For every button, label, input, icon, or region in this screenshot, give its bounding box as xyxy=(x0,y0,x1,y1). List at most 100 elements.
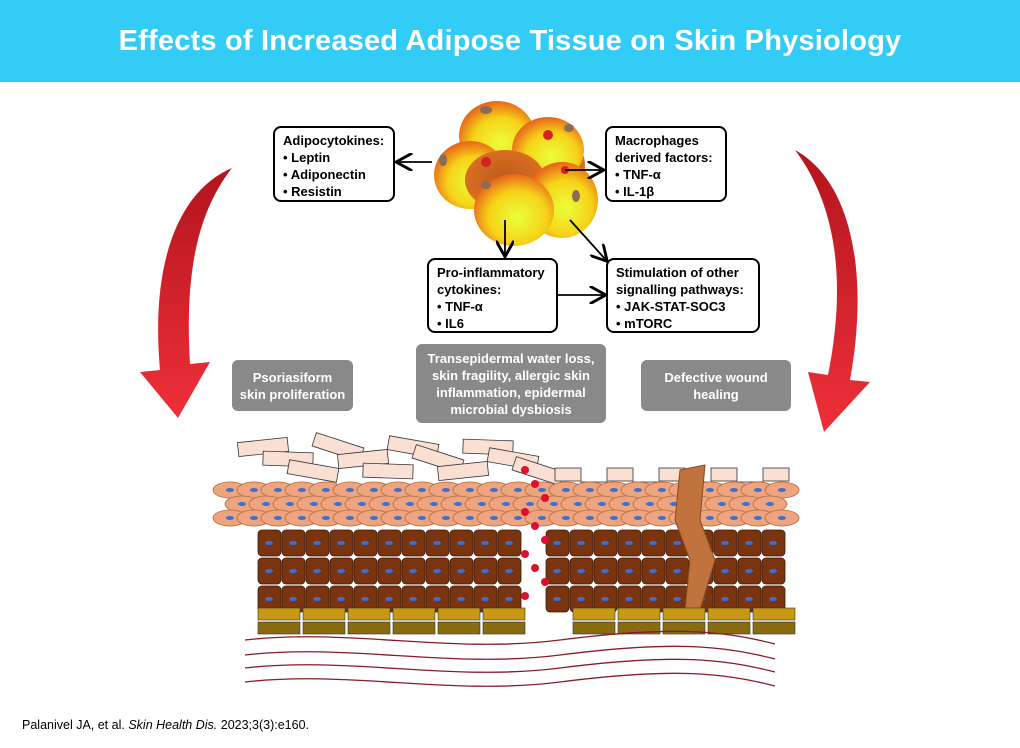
cell-nucleus xyxy=(430,502,438,506)
cell-nucleus xyxy=(649,597,657,601)
cell-nucleus xyxy=(778,488,786,492)
cell-nucleus xyxy=(625,569,633,573)
cell-nucleus xyxy=(466,516,474,520)
cell-nucleus xyxy=(226,516,234,520)
cell-nucleus xyxy=(634,488,642,492)
corneum-flake xyxy=(762,467,790,482)
connector-arrows xyxy=(398,162,606,295)
cell-nucleus xyxy=(409,597,417,601)
corneum-flake xyxy=(554,467,582,482)
cell-nucleus xyxy=(505,541,513,545)
list-item: TNF-α xyxy=(437,298,548,315)
list-item: Adiponectin xyxy=(283,166,385,183)
cytokine-particle xyxy=(521,550,529,558)
cell-nucleus xyxy=(649,569,657,573)
cell-nucleus xyxy=(769,541,777,545)
cell-nucleus xyxy=(358,502,366,506)
cell-nucleus xyxy=(658,488,666,492)
cytokine-particle xyxy=(521,508,529,516)
cell-nucleus xyxy=(754,516,762,520)
cell-nucleus xyxy=(457,569,465,573)
cell-nucleus xyxy=(673,569,681,573)
membrane-block xyxy=(617,607,661,621)
cell-nucleus xyxy=(238,502,246,506)
membrane-block xyxy=(752,607,796,621)
cytokine-particle xyxy=(521,592,529,600)
cell-nucleus xyxy=(649,541,657,545)
cytokine-particle xyxy=(531,480,539,488)
list-item: Leptin xyxy=(283,149,385,166)
cell-nucleus xyxy=(481,569,489,573)
cell-nucleus xyxy=(265,541,273,545)
cytokine-particle xyxy=(541,536,549,544)
dermal-fibre xyxy=(244,658,776,673)
cell-nucleus xyxy=(538,516,546,520)
box-heading: Macrophages derived factors: xyxy=(615,133,713,165)
cell-nucleus xyxy=(409,541,417,545)
box-heading: Adipocytokines: xyxy=(283,133,385,148)
corneum-flake xyxy=(286,459,340,483)
cell-nucleus xyxy=(313,569,321,573)
box-heading: Stimulation of other signalling pathways… xyxy=(616,265,744,297)
cell-nucleus xyxy=(505,597,513,601)
corneum-flake xyxy=(710,467,738,482)
cell-nucleus xyxy=(514,516,522,520)
cell-nucleus xyxy=(298,488,306,492)
cytokine-particle xyxy=(531,522,539,530)
adipocyte-cluster-icon xyxy=(434,101,598,246)
cell-nucleus xyxy=(574,502,582,506)
cell-nucleus xyxy=(634,516,642,520)
cell-nucleus xyxy=(250,488,258,492)
cell-nucleus xyxy=(337,569,345,573)
cell-nucleus xyxy=(466,488,474,492)
cell-nucleus xyxy=(286,502,294,506)
cell-nucleus xyxy=(385,597,393,601)
cell-nucleus xyxy=(730,488,738,492)
cell-nucleus xyxy=(481,541,489,545)
right-curved-arrow xyxy=(795,150,870,432)
signalling-box: Stimulation of other signalling pathways… xyxy=(606,258,760,333)
cell-nucleus xyxy=(337,541,345,545)
membrane-block xyxy=(347,621,391,635)
cell-nucleus xyxy=(553,541,561,545)
cell-nucleus xyxy=(442,516,450,520)
cell-nucleus xyxy=(274,516,282,520)
cell-nucleus xyxy=(346,516,354,520)
cell-nucleus xyxy=(433,541,441,545)
cell-nucleus xyxy=(433,597,441,601)
effect-psoriasiform: Psoriasiform skin proliferation xyxy=(232,360,353,411)
cell-nucleus xyxy=(721,569,729,573)
membrane-block xyxy=(437,607,481,621)
cell-nucleus xyxy=(334,502,342,506)
cell-nucleus xyxy=(745,597,753,601)
cell-nucleus xyxy=(313,541,321,545)
cell-nucleus xyxy=(457,541,465,545)
cell-nucleus xyxy=(625,597,633,601)
membrane-block xyxy=(482,607,526,621)
cell-nucleus xyxy=(346,488,354,492)
cell-nucleus xyxy=(730,516,738,520)
cell-nucleus xyxy=(610,488,618,492)
membrane-block xyxy=(257,607,301,621)
membrane-block xyxy=(257,621,301,635)
cell-nucleus xyxy=(538,488,546,492)
cell-nucleus xyxy=(310,502,318,506)
cell-nucleus xyxy=(553,569,561,573)
corneum-flake xyxy=(436,460,490,482)
cell-nucleus xyxy=(394,488,402,492)
cell-nucleus xyxy=(769,569,777,573)
cytokine-particle xyxy=(521,466,529,474)
box-heading: Pro-inflammatory cytokines: xyxy=(437,265,545,297)
cell-nucleus xyxy=(274,488,282,492)
cell-nucleus xyxy=(577,541,585,545)
cell-nucleus xyxy=(385,541,393,545)
cell-nucleus xyxy=(289,541,297,545)
cell-nucleus xyxy=(337,597,345,601)
cell-nucleus xyxy=(577,597,585,601)
citation-journal: Skin Health Dis. xyxy=(128,718,218,732)
cell-nucleus xyxy=(601,569,609,573)
cell-nucleus xyxy=(409,569,417,573)
page-title: Effects of Increased Adipose Tissue on S… xyxy=(118,24,902,57)
cell-nucleus xyxy=(289,597,297,601)
membrane-block xyxy=(707,607,751,621)
